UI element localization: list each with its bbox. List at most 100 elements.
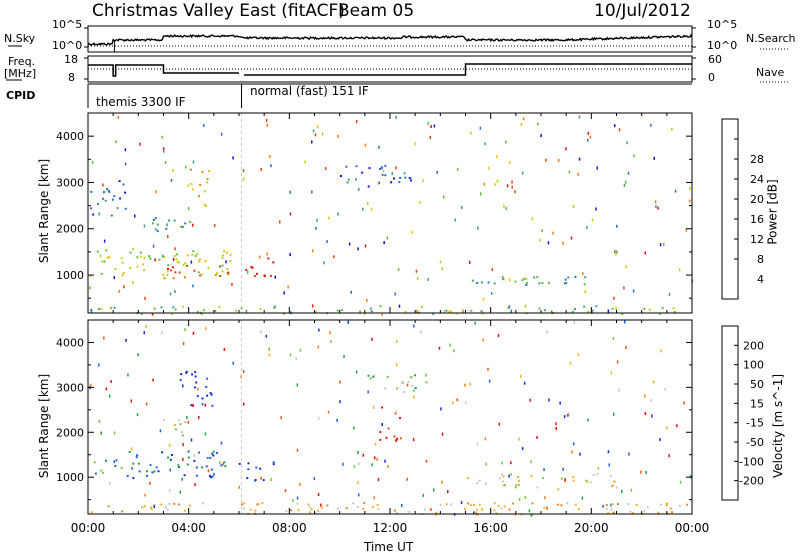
power-echo-cell bbox=[226, 272, 229, 275]
velocity-noise-cell bbox=[313, 477, 315, 481]
power-echo-cell bbox=[119, 197, 122, 200]
power-echo-cell bbox=[380, 166, 383, 169]
velocity-noise-cell bbox=[396, 363, 398, 367]
velocity-echo-cell bbox=[149, 463, 152, 466]
power-echo-cell bbox=[172, 306, 175, 309]
velocity-echo-cell bbox=[137, 462, 140, 465]
velocity-echo-cell bbox=[190, 404, 193, 407]
velocity-echo-cell bbox=[500, 507, 503, 510]
power-echo-cell bbox=[355, 178, 357, 181]
power-noise-cell bbox=[547, 241, 550, 245]
velocity-echo-cell bbox=[352, 502, 355, 505]
power-noise-cell bbox=[317, 125, 319, 129]
velocity-noise-cell bbox=[518, 497, 521, 501]
velocity-echo-cell bbox=[131, 467, 134, 470]
velocity-echo-cell bbox=[478, 479, 481, 482]
velocity-noise-cell bbox=[568, 412, 570, 416]
power-echo-cell bbox=[273, 307, 276, 309]
velocity-echo-cell bbox=[686, 503, 689, 506]
velocity-echo-cell bbox=[407, 380, 410, 383]
power-noise-cell bbox=[671, 127, 673, 131]
velocity-echo-cell bbox=[206, 394, 209, 397]
power-noise-cell bbox=[589, 135, 592, 139]
power-noise-cell bbox=[572, 205, 575, 208]
velocity-echo-cell bbox=[209, 456, 212, 459]
power-noise-cell bbox=[395, 115, 397, 119]
power-echo-cell bbox=[111, 198, 114, 201]
nsky-label: N.Sky bbox=[4, 32, 36, 45]
velocity-echo-cell bbox=[412, 389, 415, 392]
power-echo-cell bbox=[450, 310, 453, 313]
power-echo-cell bbox=[175, 258, 178, 261]
velocity-noise-cell bbox=[573, 320, 576, 324]
power-noise-cell bbox=[521, 171, 524, 175]
power-echo-cell bbox=[359, 310, 361, 313]
power-noise-cell bbox=[381, 312, 383, 316]
power-echo-cell bbox=[541, 282, 544, 284]
power-noise-cell bbox=[383, 241, 385, 245]
velocity-noise-cell bbox=[420, 330, 422, 334]
power-noise-cell bbox=[316, 218, 318, 222]
velocity-noise-cell bbox=[153, 505, 155, 509]
velocity-echo-cell bbox=[679, 504, 681, 507]
velocity-noise-cell bbox=[182, 384, 184, 388]
power-noise-cell bbox=[123, 285, 125, 289]
velocity-noise-cell bbox=[529, 398, 531, 402]
velocity-echo-cell bbox=[285, 510, 288, 513]
power-noise-cell bbox=[477, 226, 479, 230]
xtick-label: 20:00 bbox=[574, 521, 609, 535]
power-echo-cell bbox=[384, 174, 387, 177]
velocity-echo-cell bbox=[514, 513, 517, 516]
velocity-echo-cell bbox=[216, 452, 219, 454]
power-echo-cell bbox=[106, 188, 109, 190]
power-echo-cell bbox=[189, 168, 192, 171]
velocity-echo-cell bbox=[201, 466, 204, 469]
power-echo-cell bbox=[156, 223, 159, 226]
velocity-noise-cell bbox=[531, 513, 533, 517]
power-noise-cell bbox=[479, 126, 482, 130]
power-echo-region bbox=[187, 168, 211, 207]
velocity-echo-cell bbox=[146, 474, 148, 477]
power-noise-cell bbox=[269, 155, 271, 159]
velocity-noise-cell bbox=[544, 496, 546, 500]
power-noise-cell bbox=[321, 132, 324, 136]
velocity-echo-cell bbox=[150, 506, 153, 509]
velocity-noise-cell bbox=[192, 404, 194, 407]
power-echo-cell bbox=[139, 251, 142, 254]
velocity-echo-cell bbox=[183, 509, 186, 512]
power-echo-cell bbox=[525, 278, 528, 280]
velocity-colorbar-tick-label: 15 bbox=[750, 397, 764, 410]
power-noise-cell bbox=[191, 223, 194, 227]
power-noise-cell bbox=[616, 224, 618, 228]
power-echo-cell bbox=[538, 282, 541, 285]
velocity-noise-cell bbox=[616, 360, 619, 364]
power-echo-cell bbox=[658, 312, 661, 315]
power-noise-cell bbox=[578, 157, 581, 161]
beam-label: Beam 05 bbox=[338, 1, 415, 21]
velocity-echo-cell bbox=[481, 508, 483, 511]
power-echo-cell bbox=[203, 203, 206, 206]
velocity-echo-cell bbox=[178, 419, 180, 422]
power-noise-cell bbox=[414, 142, 416, 146]
velocity-noise-cell bbox=[137, 353, 139, 357]
power-echo-cell bbox=[208, 170, 211, 172]
velocity-noise-cell bbox=[387, 465, 389, 468]
velocity-echo-cell bbox=[132, 477, 135, 480]
power-echo-region bbox=[514, 277, 550, 284]
freq-unit-label: [MHz] bbox=[4, 67, 37, 80]
power-echo-cell bbox=[225, 251, 228, 254]
velocity-echo-cell bbox=[393, 509, 396, 512]
velocity-colorbar-tick-label: 100 bbox=[743, 359, 764, 372]
velocity-noise-cell bbox=[143, 331, 145, 335]
velocity-echo-cell bbox=[345, 507, 348, 510]
power-echo-cell bbox=[565, 281, 568, 284]
velocity-echo-cell bbox=[485, 482, 487, 485]
velocity-noise-cell bbox=[406, 477, 408, 481]
power-noise-cell bbox=[162, 254, 164, 258]
velocity-echo-cell bbox=[121, 510, 124, 513]
power-noise-cell bbox=[644, 251, 646, 255]
velocity-echo-cell bbox=[399, 437, 402, 440]
power-echo-cell bbox=[166, 270, 169, 273]
power-noise-cell bbox=[312, 249, 314, 253]
velocity-echo-cell bbox=[585, 479, 588, 482]
